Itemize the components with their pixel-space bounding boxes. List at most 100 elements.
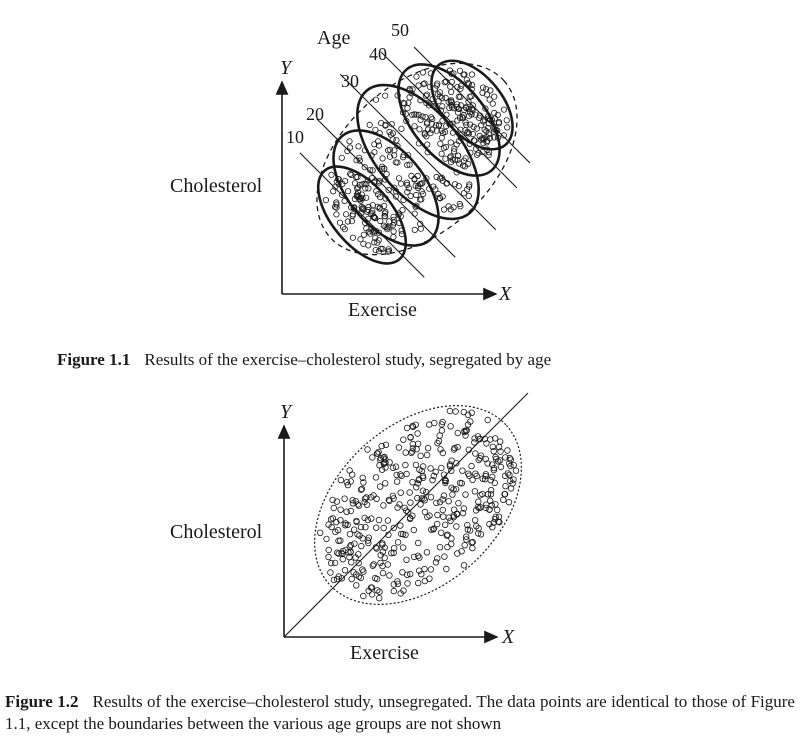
data-point	[331, 559, 339, 567]
data-point	[487, 476, 494, 484]
data-point	[507, 485, 515, 492]
data-point	[480, 118, 487, 125]
data-point	[456, 114, 464, 122]
data-point	[463, 533, 470, 540]
data-point	[504, 447, 511, 454]
data-point	[412, 421, 419, 428]
data-point	[335, 573, 342, 580]
data-point	[393, 137, 400, 144]
data-point	[456, 479, 464, 487]
data-point	[423, 175, 430, 182]
data-point	[344, 481, 351, 489]
data-point	[364, 446, 371, 453]
data-point	[354, 501, 362, 508]
data-point	[402, 461, 409, 469]
data-point	[415, 476, 422, 484]
data-point	[382, 92, 389, 99]
data-point	[469, 131, 476, 138]
data-point	[460, 505, 468, 512]
data-point	[404, 571, 411, 578]
data-point	[398, 472, 405, 480]
data-point	[442, 155, 449, 162]
data-point	[434, 91, 441, 98]
data-point	[447, 517, 454, 524]
data-point	[413, 73, 420, 80]
data-point	[357, 523, 365, 531]
data-point	[342, 211, 350, 218]
data-point	[497, 448, 504, 455]
data-point	[375, 448, 382, 456]
data-point	[416, 567, 423, 574]
data-point	[486, 497, 494, 504]
data-point	[464, 421, 472, 428]
data-point	[461, 71, 468, 78]
data-point	[414, 494, 421, 502]
data-point	[411, 226, 418, 233]
data-point	[398, 231, 405, 238]
data-point	[379, 155, 386, 162]
data-point	[414, 440, 422, 447]
data-point	[382, 480, 389, 487]
data-point	[435, 122, 442, 129]
data-point	[463, 536, 470, 543]
data-point	[468, 462, 475, 470]
data-point	[423, 549, 431, 556]
data-point	[505, 498, 513, 506]
data-point	[482, 455, 489, 463]
data-point	[390, 587, 397, 595]
data-point	[362, 523, 369, 531]
data-point	[501, 490, 508, 498]
data-point	[448, 99, 455, 106]
data-point	[443, 532, 451, 539]
data-point	[372, 96, 380, 103]
data-point	[495, 513, 503, 520]
age-label-40: 40	[369, 44, 387, 64]
regression-line	[283, 392, 529, 638]
data-point	[470, 123, 477, 131]
data-point	[413, 191, 420, 199]
age-label-20: 20	[306, 104, 324, 124]
data-point	[473, 125, 480, 132]
data-point	[405, 185, 412, 192]
data-point	[382, 223, 389, 230]
data-point	[484, 491, 492, 498]
data-point	[359, 474, 366, 481]
data-point	[467, 149, 474, 156]
data-point	[343, 508, 350, 515]
data-point	[447, 83, 454, 90]
data-point	[454, 109, 462, 116]
data-point	[446, 121, 453, 128]
data-point	[441, 128, 449, 136]
data-point	[510, 476, 517, 483]
data-point	[337, 516, 344, 524]
data-point	[427, 493, 435, 501]
data-point	[355, 573, 363, 580]
data-point	[457, 93, 464, 101]
data-point	[438, 421, 445, 428]
data-point	[421, 130, 428, 137]
data-point	[483, 501, 490, 508]
x-axis-letter: X	[498, 283, 512, 305]
data-point	[461, 106, 468, 114]
data-point	[414, 552, 422, 559]
caption-text: Results of the exercise–cholesterol stud…	[144, 350, 552, 369]
data-point	[456, 200, 463, 208]
data-point	[344, 188, 352, 195]
data-point	[339, 555, 346, 563]
data-point	[424, 119, 431, 126]
data-point	[442, 94, 449, 102]
data-point	[394, 142, 401, 150]
data-point	[402, 449, 409, 456]
data-point	[405, 152, 412, 159]
data-point	[450, 513, 457, 521]
data-point	[415, 182, 422, 190]
data-point	[503, 117, 510, 124]
data-point	[424, 126, 432, 133]
data-point	[349, 211, 356, 218]
data-point	[482, 504, 490, 512]
data-point	[342, 546, 349, 554]
data-point	[466, 93, 473, 100]
data-point	[457, 126, 464, 133]
data-point	[346, 543, 354, 550]
data-point	[441, 476, 449, 483]
